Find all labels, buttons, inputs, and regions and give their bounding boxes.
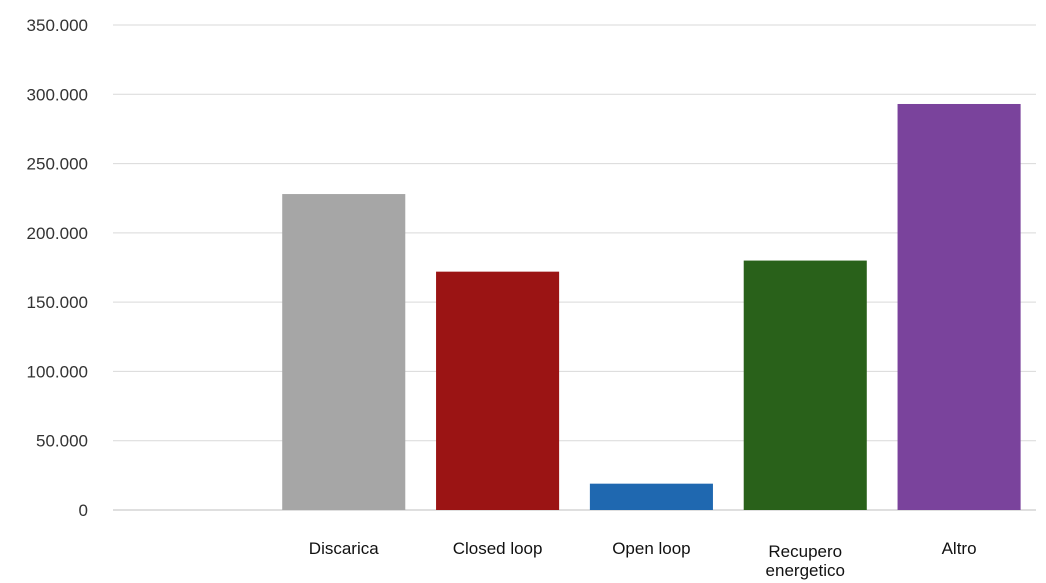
y-tick-label: 100.000 bbox=[27, 362, 88, 381]
bar bbox=[589, 483, 713, 510]
bar bbox=[282, 194, 406, 511]
y-tick-label: 50.000 bbox=[36, 432, 88, 451]
x-category-label: Recupero energetico bbox=[766, 542, 845, 580]
y-tick-label: 150.000 bbox=[27, 293, 88, 312]
x-category-label: Discarica bbox=[309, 539, 379, 558]
bars bbox=[282, 103, 1021, 511]
y-tick-label: 250.000 bbox=[27, 155, 88, 174]
y-tick-label: 300.000 bbox=[27, 85, 88, 104]
x-category-label: Altro bbox=[942, 539, 977, 558]
x-category-label: Open loop bbox=[612, 539, 690, 558]
x-category-label-line: energetico bbox=[766, 561, 845, 580]
x-axis-category-labels: Discarica Closed loop Open loop Recupero ene… bbox=[309, 539, 977, 580]
y-tick-label: 0 bbox=[79, 501, 88, 520]
y-tick-label: 200.000 bbox=[27, 224, 88, 243]
x-category-label-line: Recupero bbox=[768, 542, 842, 561]
bar bbox=[897, 103, 1021, 510]
gridlines bbox=[113, 24, 1036, 511]
y-axis-tick-labels: 0 50.000 100.000 150.000 200.000 250.000 300.0… bbox=[27, 16, 88, 520]
bar bbox=[436, 271, 560, 510]
y-tick-label: 350.000 bbox=[27, 16, 88, 35]
x-category-label: Closed loop bbox=[453, 539, 543, 558]
bar bbox=[743, 260, 867, 510]
